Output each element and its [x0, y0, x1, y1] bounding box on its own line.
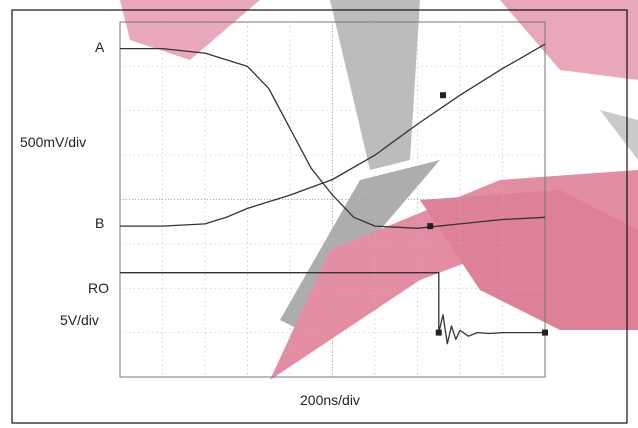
y-scale-label-bottom: 5V/div: [60, 312, 99, 328]
y-scale-label-top: 500mV/div: [20, 134, 86, 150]
figure-frame: [11, 9, 628, 424]
trace-label-b: B: [95, 215, 104, 231]
x-axis-label: 200ns/div: [300, 392, 360, 408]
trace-marker-a: [427, 223, 434, 230]
trace-label-ro: RO: [88, 280, 109, 296]
trace-markers: [427, 92, 548, 336]
background-watermark: [120, 0, 638, 380]
trace-marker-b: [440, 92, 446, 99]
trace-marker-ro: [542, 329, 548, 336]
trace-a: [120, 47, 546, 229]
trace-label-a: A: [95, 39, 105, 55]
trace-b: [120, 43, 546, 227]
trace-marker-ro: [435, 329, 442, 336]
plot-grid: [120, 22, 545, 377]
